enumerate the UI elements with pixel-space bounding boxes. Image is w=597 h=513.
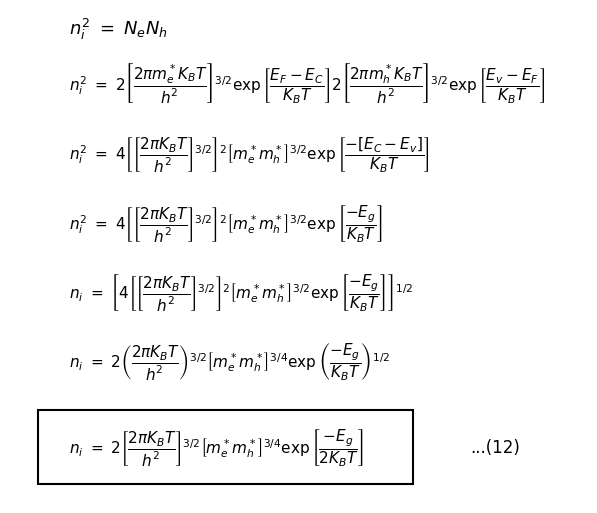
Text: $n_i^2 \ = \ N_e N_h$: $n_i^2 \ = \ N_e N_h$ (69, 17, 168, 42)
Text: $n_i^2 \ = \ 2\left[\dfrac{2\pi m_e^* K_B T}{h^2}\right]^{3/2} \exp\left[\dfrac{: $n_i^2 \ = \ 2\left[\dfrac{2\pi m_e^* K_… (69, 61, 545, 105)
Text: $n_i \ = \ 2\left(\dfrac{2\pi K_B T}{h^2}\right)^{3/2} \left[m_e^* m_h^*\right]^: $n_i \ = \ 2\left(\dfrac{2\pi K_B T}{h^2… (69, 341, 390, 382)
Text: $n_i^2 \ = \ 4\left[\left[\dfrac{2\pi K_B T}{h^2}\right]^{3/2}\right]^{2} \left[: $n_i^2 \ = \ 4\left[\left[\dfrac{2\pi K_… (69, 203, 383, 244)
Text: ...(12): ...(12) (470, 439, 520, 457)
Text: $n_i \ = \ 2\left[\dfrac{2\pi K_B T}{h^2}\right]^{3/2} \left[m_e^* m_h^*\right]^: $n_i \ = \ 2\left[\dfrac{2\pi K_B T}{h^2… (69, 427, 364, 468)
Text: $n_i^2 \ = \ 4\left[\left[\dfrac{2\pi K_B T}{h^2}\right]^{3/2}\right]^{2} \left[: $n_i^2 \ = \ 4\left[\left[\dfrac{2\pi K_… (69, 135, 430, 174)
Text: $n_i \ = \ \left[4\left[\left[\dfrac{2\pi K_B T}{h^2}\right]^{3/2}\right]^{2} \l: $n_i \ = \ \left[4\left[\left[\dfrac{2\p… (69, 272, 413, 313)
